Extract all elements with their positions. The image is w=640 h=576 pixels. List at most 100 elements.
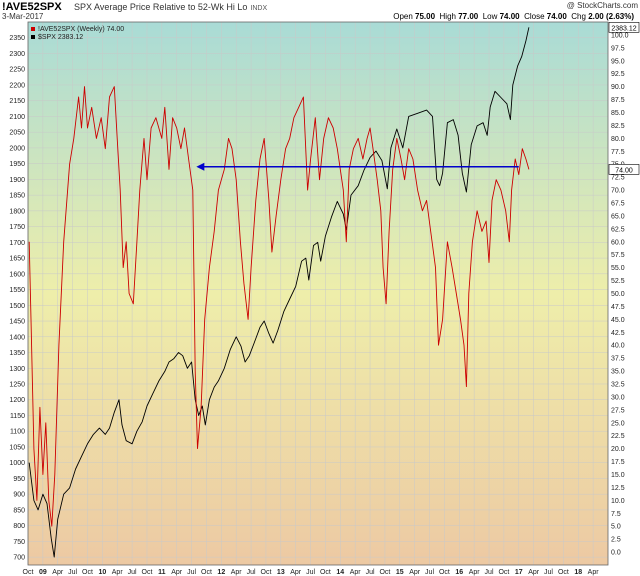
x-tick-label: 12 bbox=[217, 569, 225, 576]
y-left-tick-label: 1050 bbox=[9, 444, 25, 451]
y-right-tick-label: 10.0 bbox=[611, 498, 625, 505]
x-tick-label: 14 bbox=[336, 569, 344, 576]
y-right-tick-label: 40.0 bbox=[611, 343, 625, 350]
y-left-tick-label: 2200 bbox=[9, 82, 25, 89]
y-left-tick-label: 1100 bbox=[10, 429, 25, 436]
y-left-tick-label: 1900 bbox=[9, 177, 25, 184]
y-left-tick-label: 1500 bbox=[9, 303, 25, 310]
x-tick-label: Apr bbox=[112, 569, 124, 576]
legend-label: $SPX 2383.12 bbox=[38, 34, 83, 41]
y-right-tick-label: 65.0 bbox=[611, 213, 625, 220]
x-tick-label: 11 bbox=[158, 569, 166, 576]
y-left-tick-label: 2350 bbox=[9, 35, 25, 42]
x-tick-label: 13 bbox=[277, 569, 285, 576]
x-tick-label: 16 bbox=[455, 569, 463, 576]
y-left-tick-label: 1200 bbox=[9, 397, 25, 404]
high-value: 77.00 bbox=[458, 12, 479, 21]
y-right-tick-label: 7.5 bbox=[611, 511, 621, 518]
low-label: Low bbox=[482, 12, 498, 21]
value-tag-box bbox=[608, 22, 640, 33]
x-tick-label: 15 bbox=[396, 569, 404, 576]
y-left-tick-label: 900 bbox=[13, 492, 25, 499]
x-tick-label: Apr bbox=[171, 569, 183, 576]
x-tick-label: Apr bbox=[409, 569, 421, 576]
y-right-tick-label: 82.5 bbox=[611, 123, 625, 130]
ave52spx-series-line bbox=[28, 86, 530, 527]
x-tick-label: 10 bbox=[98, 569, 106, 576]
y-left-tick-label: 1000 bbox=[9, 460, 25, 467]
chg-value: 2.00 (2.63%) bbox=[588, 12, 634, 21]
y-left-tick-label: 1400 bbox=[9, 334, 25, 341]
y-right-tick-label: 57.5 bbox=[611, 252, 625, 259]
chart-date: 3-Mar-2017 bbox=[2, 12, 44, 21]
y-right-tick-label: 32.5 bbox=[611, 382, 625, 389]
x-tick-label: Jul bbox=[247, 569, 256, 576]
y-left-tick-label: 1250 bbox=[9, 382, 25, 389]
x-tick-label: Jul bbox=[68, 569, 77, 576]
y-left-tick-label: 1750 bbox=[9, 224, 25, 231]
y-right-tick-label: 97.5 bbox=[611, 45, 625, 52]
y-right-tick-label: 42.5 bbox=[611, 330, 625, 337]
y-right-tick-label: 15.0 bbox=[611, 472, 625, 479]
x-tick-label: 09 bbox=[39, 569, 47, 576]
exchange-label: INDX bbox=[250, 5, 268, 12]
y-left-tick-label: 1550 bbox=[9, 287, 25, 294]
x-tick-label: Oct bbox=[201, 569, 212, 576]
y-left-tick-label: 1700 bbox=[9, 240, 25, 247]
y-right-tick-label: 55.0 bbox=[611, 265, 625, 272]
y-right-tick-label: 100.0 bbox=[611, 32, 629, 39]
y-right-tick-label: 80.0 bbox=[611, 136, 625, 143]
x-tick-label: Oct bbox=[439, 569, 450, 576]
y-left-tick-label: 1850 bbox=[9, 193, 25, 200]
y-right-tick-label: 25.0 bbox=[611, 420, 625, 427]
x-tick-label: 17 bbox=[515, 569, 523, 576]
x-tick-label: Jul bbox=[187, 569, 196, 576]
x-tick-label: Jul bbox=[485, 569, 494, 576]
y-right-tick-label: 95.0 bbox=[611, 58, 625, 65]
brand-watermark: @ StockCharts.com bbox=[566, 1, 638, 10]
close-value: 74.00 bbox=[546, 12, 567, 21]
y-left-tick-label: 1150 bbox=[10, 413, 25, 420]
y-right-tick-label: 2.5 bbox=[611, 537, 621, 544]
y-right-tick-label: 47.5 bbox=[611, 304, 625, 311]
y-left-tick-label: 800 bbox=[13, 523, 25, 530]
x-tick-label: Oct bbox=[379, 569, 390, 576]
y-right-tick-label: 60.0 bbox=[611, 239, 625, 246]
x-tick-label: Apr bbox=[350, 569, 362, 576]
high-label: High bbox=[439, 12, 456, 21]
legend-swatch bbox=[31, 27, 35, 31]
y-right-tick-label: 27.5 bbox=[611, 407, 625, 414]
y-left-tick-label: 2250 bbox=[9, 67, 25, 74]
y-right-tick-label: 70.0 bbox=[611, 188, 625, 195]
y-right-tick-label: 72.5 bbox=[611, 175, 625, 182]
x-tick-label: Oct bbox=[558, 569, 569, 576]
y-right-tick-label: 45.0 bbox=[611, 317, 625, 324]
x-tick-label: Apr bbox=[52, 569, 64, 576]
y-left-tick-label: 1300 bbox=[9, 366, 25, 373]
x-tick-label: 18 bbox=[574, 569, 582, 576]
chart-symbol: !AVE52SPX bbox=[2, 1, 62, 13]
x-tick-label: Apr bbox=[588, 569, 600, 576]
x-tick-label: Apr bbox=[231, 569, 243, 576]
spx-series-line bbox=[28, 27, 530, 558]
y-right-tick-label: 62.5 bbox=[611, 226, 625, 233]
quote-bar: Open 75.00 High 77.00 Low 74.00 Close 74… bbox=[393, 12, 634, 21]
y-right-tick-label: 85.0 bbox=[611, 110, 625, 117]
x-tick-label: Apr bbox=[528, 569, 540, 576]
x-tick-label: Oct bbox=[142, 569, 153, 576]
y-right-tick-label: 0.0 bbox=[611, 550, 621, 557]
y-right-tick-label: 50.0 bbox=[611, 291, 625, 298]
y-right-tick-label: 77.5 bbox=[611, 149, 625, 156]
x-tick-label: Apr bbox=[290, 569, 302, 576]
y-left-tick-label: 850 bbox=[13, 507, 25, 514]
close-label: Close bbox=[524, 12, 545, 21]
y-left-tick-label: 2100 bbox=[9, 114, 25, 121]
y-right-tick-label: 52.5 bbox=[611, 278, 625, 285]
value-tag-label: 74.00 bbox=[615, 167, 633, 174]
y-left-tick-label: 1950 bbox=[9, 161, 25, 168]
x-tick-label: Jul bbox=[306, 569, 315, 576]
y-left-tick-label: 2300 bbox=[9, 51, 25, 58]
y-left-tick-label: 700 bbox=[13, 555, 25, 562]
